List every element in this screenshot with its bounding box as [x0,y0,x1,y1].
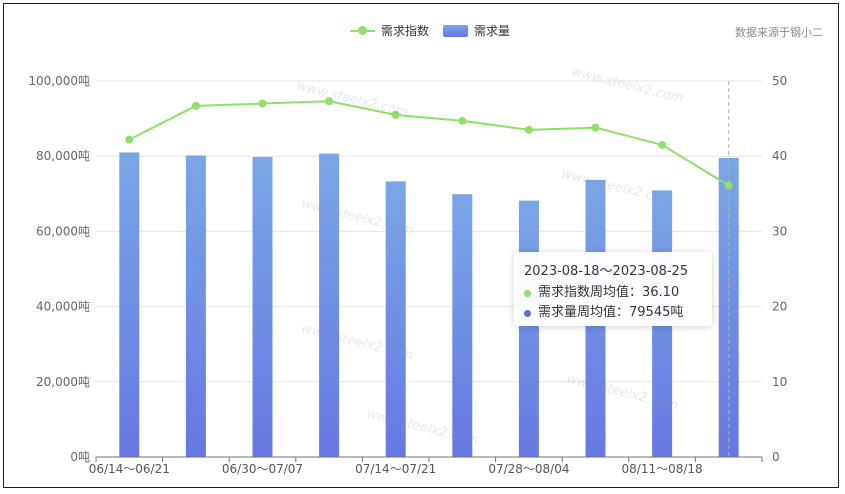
tooltip-volume-dot [524,309,531,317]
x-tick-label: 07/14～07/21 [355,462,436,476]
tooltip-row-index: 需求指数周均值：36.10 [524,283,702,303]
chart-tooltip: 2023-08-18～2023-08-25 需求指数周均值：36.10 需求量周… [514,252,712,326]
x-tick-label: 07/28～08/04 [488,462,569,476]
x-tick-label: 06/14～06/21 [89,462,170,476]
y-left-tick-label: 0吨 [70,450,90,464]
chart-legend: 需求指数 需求量 [350,22,524,39]
y-right-tick-label: 0 [772,450,780,464]
legend-line-swatch [350,25,375,36]
y-right-tick-label: 50 [772,74,787,88]
legend-item-index[interactable]: 需求指数 [350,22,429,39]
line-series-index[interactable] [125,97,733,190]
line-point[interactable] [458,116,467,125]
y-left-tick-label: 60,000吨 [36,224,90,238]
y-right-tick-label: 20 [772,300,787,314]
line-point[interactable] [258,99,267,108]
x-tick-label: 08/11～08/18 [622,462,703,476]
legend-volume-label: 需求量 [474,24,511,38]
line-point[interactable] [524,125,533,134]
line-point[interactable] [724,181,733,190]
y-left-tick-label: 80,000吨 [36,149,90,163]
line-point[interactable] [125,135,134,144]
bar[interactable] [518,200,539,457]
tooltip-row-volume: 需求量周均值：79545吨 [524,303,702,323]
bar[interactable] [452,194,473,457]
tooltip-index-dot [524,289,531,297]
tooltip-volume-text: 需求量周均值：79545吨 [538,305,684,320]
legend-bar-swatch [443,24,469,37]
line-point[interactable] [591,123,600,132]
line-point[interactable] [391,110,400,119]
tooltip-title: 2023-08-18～2023-08-25 [524,264,689,279]
tooltip-index-text: 需求指数周均值：36.10 [538,285,680,300]
line-point[interactable] [658,140,667,149]
bar[interactable] [252,156,273,457]
y-left-tick-label: 20,000吨 [36,375,90,389]
y-right-tick-label: 30 [772,224,787,238]
legend-item-volume[interactable]: 需求量 [443,22,510,39]
chart-frame [3,3,839,488]
x-tick-label: 06/30～07/07 [222,462,303,476]
source-note: 数据来源于钢小二 [735,26,823,39]
y-left-tick-label: 40,000吨 [36,300,90,314]
line-point[interactable] [191,101,200,110]
y-right-tick-label: 40 [772,149,787,163]
axes: 0吨 20,000吨 40,000吨 60,000吨 80,000吨 100,000吨 0 1… [28,74,787,476]
bar[interactable] [385,181,406,457]
index-line [128,100,730,187]
bar[interactable] [119,152,140,457]
y-left-tick-label: 100,000吨 [28,74,90,88]
y-right-tick-label: 10 [772,375,787,389]
legend-index-label: 需求指数 [381,24,430,38]
line-point[interactable] [325,97,334,106]
bar[interactable] [319,153,340,457]
bar[interactable] [185,155,206,457]
